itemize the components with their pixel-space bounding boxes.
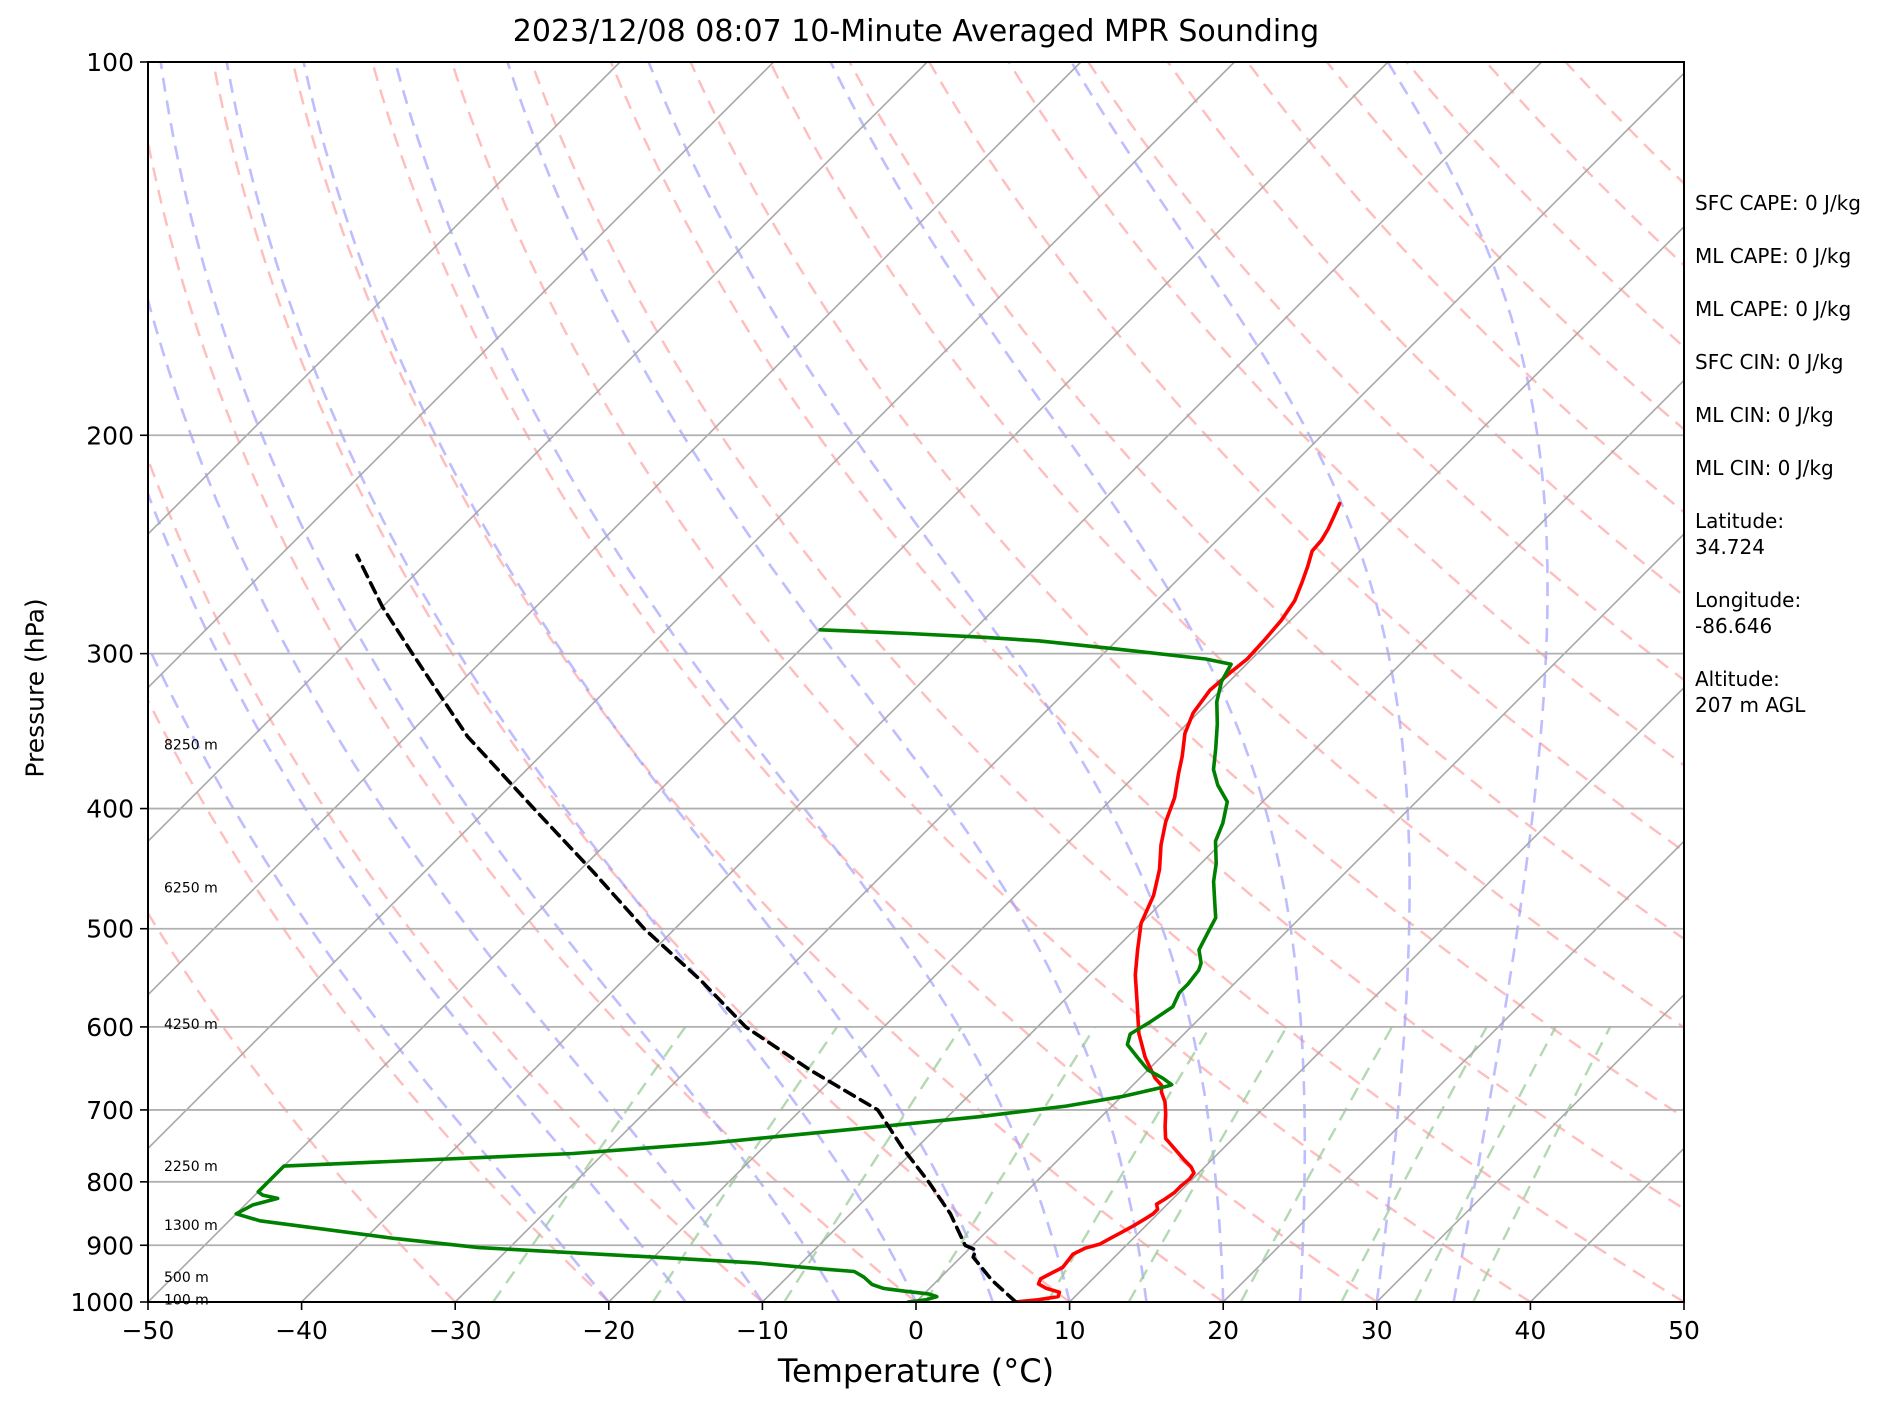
moist-adiabat-line [647,62,1225,1302]
dry-adiabat-line [148,455,764,1302]
height-label: 4250 m [164,1017,218,1033]
height-labels: 100 m 500 m 1300 m 2250 m 4250 m 6250 m 8250 m [164,737,218,1308]
dry-adiabat-line [848,62,1684,941]
reference-lines [148,62,1684,1302]
y-tick-label: 500 [86,915,134,944]
height-label: 6250 m [164,880,218,896]
stat-latitude: Latitude: 34.724 [1695,509,1785,559]
moist-adiabat-line [302,62,995,1302]
dry-adiabat-line [530,62,1684,1302]
dry-adiabat-line [211,62,1071,1302]
moist-adiabat-line [829,62,1307,1302]
isotherm-line [301,62,1543,1302]
dry-adiabat-line [769,62,1684,1029]
x-tick-label: 30 [1361,1316,1393,1345]
moist-adiabat-line [506,62,1148,1302]
y-tick-label: 800 [86,1168,134,1197]
x-tick-label: 20 [1207,1316,1239,1345]
height-label: 2250 m [164,1159,218,1175]
isotherm-line [148,62,1389,1302]
parcel-profile-line [355,553,1018,1302]
isotherm-line [1376,993,1684,1302]
isotherm-line [1069,686,1684,1302]
y-tick-label: 600 [86,1013,134,1042]
height-label: 1300 m [164,1218,218,1234]
dry-adiabat-line [148,137,917,1302]
isotherm-line [454,72,1684,1302]
stat-ml-cin-2: ML CIN: 0 J/kg [1695,456,1834,480]
x-tick-label: −20 [582,1316,635,1345]
mixing-ratio-line [1340,1026,1488,1302]
isotherm-line [148,62,1082,996]
isotherm-line [608,225,1684,1302]
moist-adiabat-line [159,62,841,1302]
isotherm-line [761,379,1684,1302]
stat-ml-cape: ML CAPE: 0 J/kg [1695,244,1852,268]
x-tick-label: 10 [1054,1316,1086,1345]
dry-adiabat-line [291,62,1224,1302]
dewpoint-line [234,628,1233,1302]
dry-adiabat-line [609,62,1684,1211]
isotherm-line [1222,840,1684,1302]
moist-adiabat-line [1070,62,1411,1302]
dry-adiabat-line [928,62,1684,853]
dry-adiabat-line [450,62,1532,1302]
y-tick-label: 1000 [70,1288,134,1317]
x-axis-label: Temperature (°C) [777,1352,1055,1390]
sounding-stats: SFC CAPE: 0 J/kg ML CAPE: 0 J/kg ML CAPE… [1695,190,1885,718]
dry-adiabat-line [689,62,1684,1119]
y-tick-label: 900 [86,1231,134,1260]
dry-adiabat-line [1166,62,1684,598]
x-tick-label: 50 [1668,1316,1700,1345]
y-tick-label: 400 [86,795,134,824]
height-label: 100 m [164,1292,209,1308]
dry-adiabat-line [371,62,1378,1302]
x-tick-label: 40 [1514,1316,1546,1345]
plot-frame [147,61,1685,1303]
x-tick-label: −30 [429,1316,482,1345]
isotherm-line [148,62,1235,1150]
stat-ml-cin: ML CIN: 0 J/kg [1695,403,1834,427]
y-tick-label: 300 [86,640,134,669]
stat-sfc-cin: SFC CIN: 0 J/kg [1695,350,1844,374]
dry-adiabat-line [148,697,610,1302]
mixing-ratio-line [492,1026,687,1302]
isotherm-line [148,62,928,843]
isotherm-line [148,62,775,689]
moist-adiabat-line [148,490,687,1302]
axes: −50 −40 −30 −20 −10 0 10 20 30 40 50 100 200 300 400 50… [70,48,1700,1345]
y-tick-label: 200 [86,421,134,450]
x-tick-label: −10 [736,1316,789,1345]
isotherm-line [148,62,621,536]
x-tick-label: 0 [908,1316,924,1345]
stat-altitude: Altitude: 207 m AGL [1695,667,1806,717]
stat-sfc-cape: SFC CAPE: 0 J/kg [1695,191,1861,215]
dry-adiabat-line [148,910,457,1302]
stat-longitude: Longitude: -86.646 [1695,588,1802,638]
x-tick-label: −40 [275,1316,328,1345]
moist-adiabat-line [148,642,610,1302]
height-label: 8250 m [164,737,218,753]
stat-ml-cape-2: ML CAPE: 0 J/kg [1695,297,1852,321]
sounding-series [234,501,1342,1302]
moist-adiabat-line [1386,62,1549,1302]
height-label: 500 m [164,1270,209,1286]
moist-adiabat-line [225,62,918,1302]
y-tick-label: 100 [86,48,134,77]
temperature-line [1014,501,1342,1302]
mixing-ratio-line [1413,1026,1557,1302]
y-tick-label: 700 [86,1096,134,1125]
x-tick-label: −50 [122,1316,175,1345]
pressure-gridlines [148,61,1684,1303]
mixing-ratio-line [1472,1026,1612,1302]
y-axis-label: Pressure (hPa) [20,598,50,778]
chart-title: 2023/12/08 08:07 10-Minute Averaged MPR … [512,14,1320,49]
